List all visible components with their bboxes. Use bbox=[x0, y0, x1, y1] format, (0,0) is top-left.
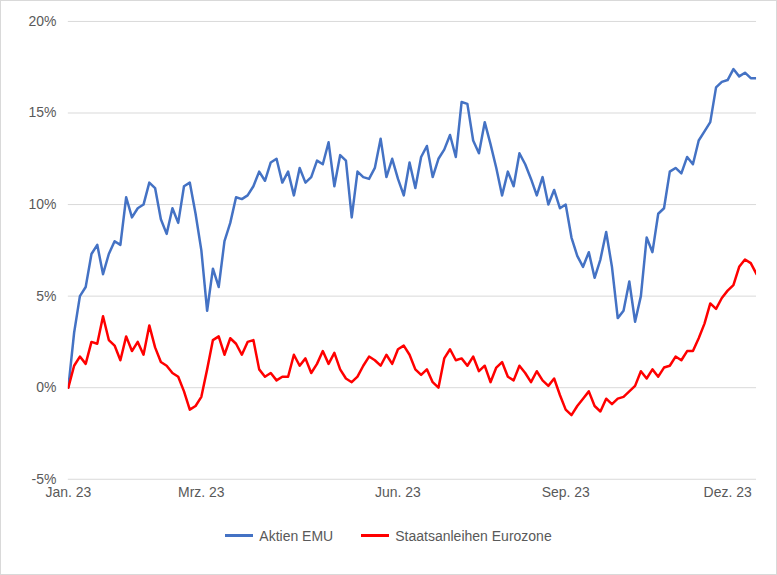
svg-text:0%: 0% bbox=[36, 379, 56, 395]
svg-text:10%: 10% bbox=[28, 196, 56, 212]
html-text:Aktien EMU: Aktien EMU bbox=[259, 527, 334, 544]
svg-text:Jun. 23: Jun. 23 bbox=[375, 484, 421, 500]
svg-text:Jan. 23: Jan. 23 bbox=[45, 484, 91, 500]
svg-text:15%: 15% bbox=[28, 104, 56, 120]
html-text:Staatsanleihen Eurozone: Staatsanleihen Eurozone bbox=[395, 527, 552, 544]
svg-text:Dez. 23: Dez. 23 bbox=[704, 484, 752, 500]
svg-text:Sep. 23: Sep. 23 bbox=[542, 484, 590, 500]
svg-text:5%: 5% bbox=[36, 288, 56, 304]
svg-text:20%: 20% bbox=[28, 13, 56, 29]
svg-text:Mrz. 23: Mrz. 23 bbox=[178, 484, 225, 500]
svg-text:-5%: -5% bbox=[31, 470, 57, 487]
